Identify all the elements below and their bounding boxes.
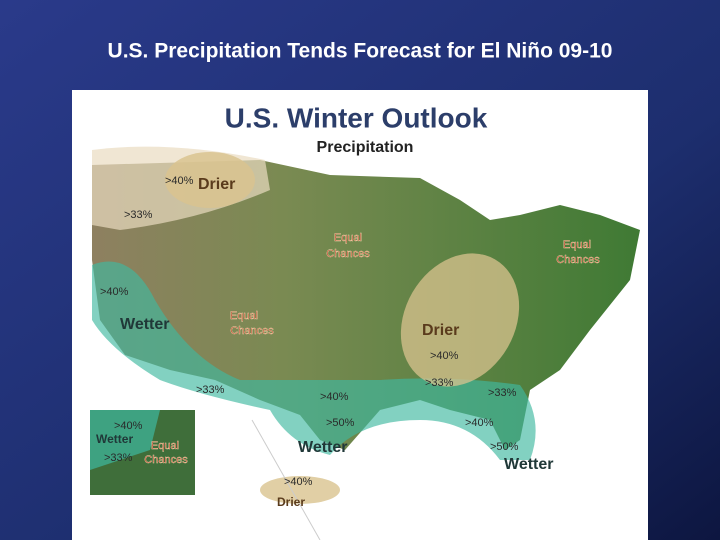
map-label: Wetter — [96, 432, 133, 446]
map-label: Wetter — [120, 316, 170, 333]
map-label: Equal — [151, 440, 179, 452]
map-label: >40% — [320, 391, 349, 403]
map-label: Wetter — [504, 456, 554, 473]
map-label: >40% — [100, 286, 129, 298]
dry-zone-40 — [165, 152, 255, 208]
map-label: Chances — [144, 454, 188, 466]
map-label: >40% — [165, 175, 194, 187]
map-label: Wetter — [298, 439, 348, 456]
dry-zone-ohio — [400, 253, 520, 387]
map-label: Equal — [334, 232, 362, 244]
map-label: >33% — [488, 387, 517, 399]
map-label: >40% — [284, 476, 313, 488]
map-subtitle: Precipitation — [317, 139, 414, 156]
hawaii-inset — [260, 476, 340, 504]
map-label: >33% — [196, 384, 225, 396]
map-label: Equal — [230, 310, 258, 322]
inset-divider — [251, 419, 321, 540]
map-label: Drier — [277, 495, 305, 509]
map-label: >33% — [124, 209, 153, 221]
map-label: >33% — [104, 452, 133, 464]
map-label: Drier — [198, 176, 235, 193]
map-label: >50% — [490, 441, 519, 453]
map-label: Equal — [563, 239, 591, 251]
map-label: Chances — [326, 248, 370, 260]
map-title: U.S. Winter Outlook — [225, 102, 488, 133]
map-label: >50% — [326, 417, 355, 429]
slide-title: U.S. Precipitation Tends Forecast for El… — [108, 40, 613, 63]
map-label: Chances — [556, 254, 600, 266]
map-label: >33% — [425, 377, 454, 389]
map-label: Drier — [422, 322, 459, 339]
alaska-wet — [90, 410, 160, 470]
map-label: >40% — [430, 350, 459, 362]
map-label: Chances — [230, 325, 274, 337]
wet-zone — [92, 261, 536, 460]
map-label: >40% — [465, 417, 494, 429]
map-label: >40% — [114, 420, 143, 432]
